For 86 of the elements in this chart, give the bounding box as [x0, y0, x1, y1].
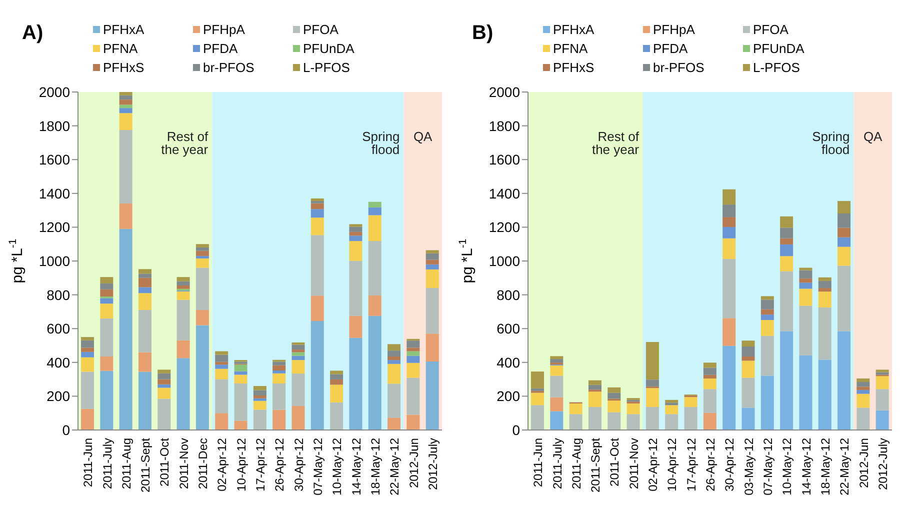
x-tick-label: 2012-July	[426, 438, 440, 490]
x-tick-label: 07-May-12	[760, 438, 775, 496]
y-tick-label: 400	[46, 354, 70, 370]
legend-label: br-PFOS	[203, 60, 254, 75]
x-tick-label: 2011-Jun	[531, 438, 546, 488]
x-tick-label: 30-Apr-12	[292, 438, 306, 492]
legend-label: PFOA	[303, 22, 338, 37]
legend-label: PFHxA	[103, 22, 144, 37]
x-tick-label: 30-Apr-12	[722, 438, 737, 492]
legend-label: PFDA	[203, 41, 238, 56]
x-tick-label: 18-May-12	[368, 438, 382, 496]
x-tick-label: 2011-Oct	[158, 437, 172, 486]
y-tick-label: 800	[46, 286, 70, 303]
x-tick-label: 14-May-12	[799, 438, 814, 496]
x-tick-label: 2011-Nov	[626, 438, 641, 490]
legend-label: PFUnDA	[753, 41, 804, 56]
y-tick-label: 200	[496, 388, 520, 404]
x-tick-label: 02-Apr-12	[215, 438, 230, 492]
y-tick-label: 600	[46, 320, 70, 337]
x-tick-label: 2011-Jun	[81, 438, 96, 488]
x-tick-label: 2011-July	[550, 438, 564, 490]
x-tick-label: 10-May-12	[330, 438, 344, 496]
legend-label: PFHxA	[553, 22, 594, 37]
y-tick-label: 2000	[38, 84, 70, 100]
band-label: QA	[413, 129, 433, 144]
band-label: Rest of the year	[161, 129, 209, 158]
x-tick-label: 17-Apr-12	[684, 438, 698, 492]
chart-title: B)	[472, 22, 494, 45]
legend-label: PFNA	[103, 41, 138, 56]
y-tick-label: 0	[512, 422, 520, 438]
y-tick-label: 200	[46, 388, 70, 404]
band-label: Spring flood	[812, 129, 850, 158]
y-tick-label: 1800	[38, 118, 70, 134]
band-label: Rest of the year	[592, 129, 640, 158]
legend-label: PFUnDA	[303, 41, 354, 56]
x-tick-label: 26-Apr-12	[704, 438, 718, 492]
x-tick-label: 03-May-12	[742, 438, 756, 496]
x-tick-label: 07-May-12	[310, 438, 325, 496]
y-tick-label: 0	[62, 422, 70, 438]
legend-label: L-PFOS	[753, 60, 800, 75]
y-tick-label: 1200	[488, 219, 520, 236]
x-tick-label: 2011-Oct	[608, 437, 622, 486]
y-tick-label: 1200	[38, 219, 70, 236]
x-tick-label: 22-May-12	[388, 438, 402, 496]
x-tick-label: 2011-July	[100, 438, 114, 490]
x-tick-label: 10-Apr-12	[665, 438, 680, 492]
legend-label: PFHxS	[553, 60, 594, 75]
x-tick-label: 22-May-12	[838, 438, 852, 496]
y-tick-label: 1600	[488, 152, 520, 168]
x-tick-label: 2012-Jun	[856, 438, 871, 488]
x-tick-label: 2011-Sept	[138, 437, 153, 492]
chart-title: A)	[22, 22, 44, 45]
band-label: Spring flood	[362, 129, 400, 158]
y-tick-label: 1600	[38, 152, 70, 168]
legend-label: PFHxS	[103, 60, 144, 75]
x-tick-label: 02-Apr-12	[646, 438, 660, 492]
x-tick-label: 10-May-12	[780, 438, 794, 496]
x-tick-label: 2012-July	[876, 438, 890, 490]
x-tick-label: 2011-Aug	[569, 438, 584, 490]
legend-label: PFDA	[653, 41, 688, 56]
legend-label: PFNA	[553, 41, 588, 56]
x-tick-label: 2011-Nov	[176, 438, 191, 490]
x-tick-label: 10-Apr-12	[234, 438, 248, 492]
y-tick-label: 400	[496, 354, 520, 370]
y-tick-label: 1400	[488, 185, 520, 202]
x-tick-label: 2011-Aug	[119, 438, 134, 490]
legend-label: L-PFOS	[303, 60, 350, 75]
x-tick-label: 14-May-12	[349, 438, 364, 496]
band-label: QA	[863, 129, 883, 144]
legend-label: PFHpA	[203, 22, 245, 37]
y-tick-label: 2000	[488, 84, 520, 100]
legend-label: PFOA	[753, 22, 788, 37]
x-tick-label: 18-May-12	[818, 438, 832, 496]
y-tick-label: 1000	[38, 252, 70, 269]
x-tick-label: 2011-Sept	[588, 437, 603, 492]
y-tick-label: 1000	[488, 252, 520, 269]
legend-label: br-PFOS	[653, 60, 704, 75]
x-tick-label: 17-Apr-12	[254, 438, 268, 492]
y-tick-label: 800	[496, 286, 520, 303]
x-tick-label: 26-Apr-12	[272, 438, 287, 492]
x-tick-label: 2012-Jun	[406, 438, 421, 488]
y-tick-label: 1800	[488, 118, 520, 134]
y-tick-label: 600	[496, 320, 520, 337]
legend-label: PFHpA	[653, 22, 695, 37]
x-tick-label: 2011-Dec	[196, 438, 210, 490]
y-tick-label: 1400	[38, 185, 70, 202]
